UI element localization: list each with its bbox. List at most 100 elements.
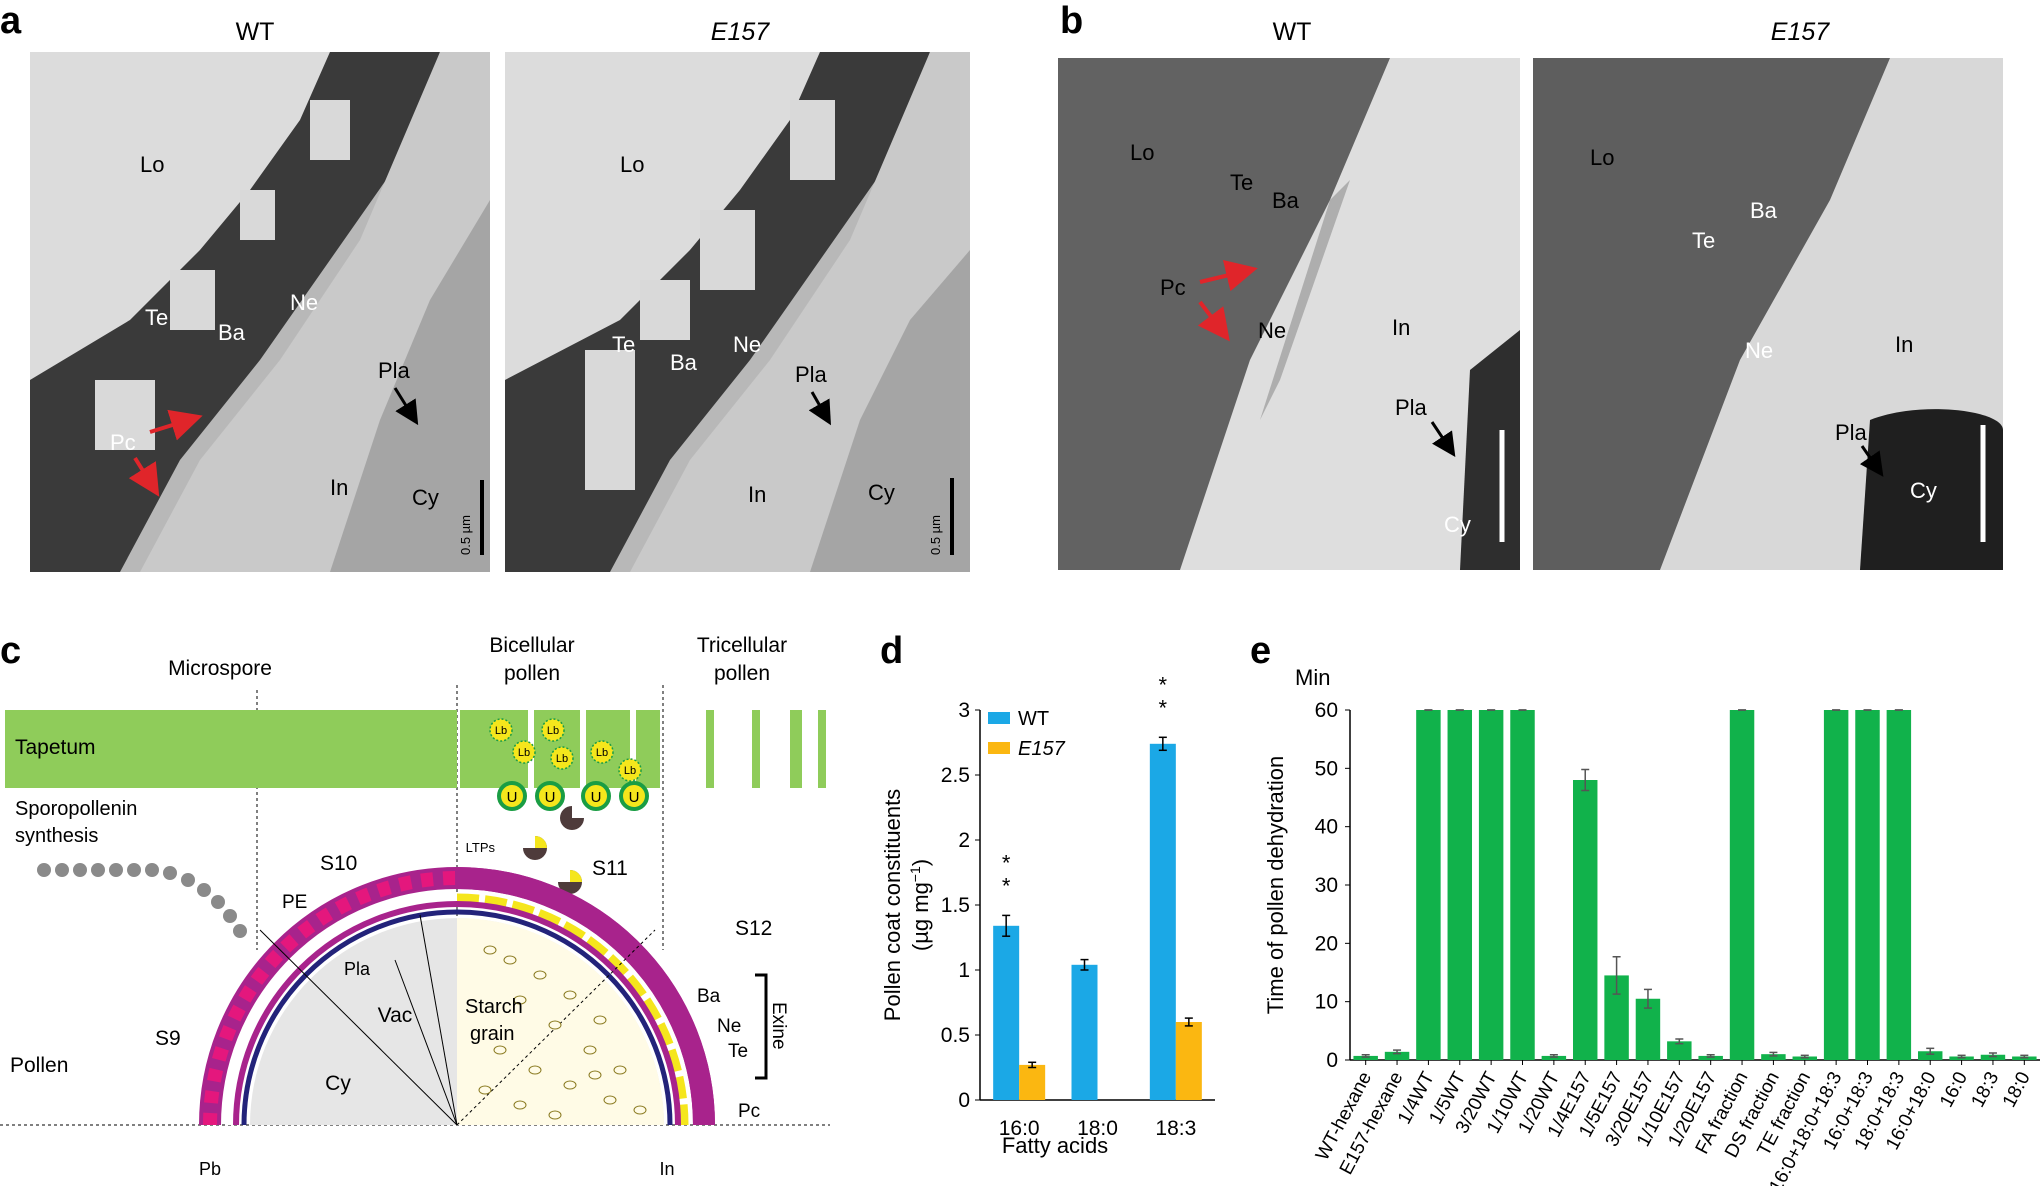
d-ylabel-2: (µg mg−1) xyxy=(907,859,933,951)
e-bar xyxy=(1886,710,1912,1060)
d-bar xyxy=(1175,1022,1202,1100)
d-legend-label: E157 xyxy=(1018,738,1066,760)
b-e157-ne: Ne xyxy=(1745,338,1773,363)
c-starch-grains xyxy=(478,945,647,1120)
svg-text:Lb: Lb xyxy=(596,747,608,759)
panel-a-micrographs: WT E157 Lo Te Ba Ne Pc Pla In Cy 0.5 µm xyxy=(30,18,970,572)
panel-e-chart: 0102030405060WT-hexaneE157-hexane1/4WT1/… xyxy=(1263,665,2040,1186)
a-wt-lo: Lo xyxy=(140,152,164,177)
e-bar xyxy=(1478,710,1504,1060)
d-significance: * xyxy=(1159,672,1168,697)
c-pc: Pc xyxy=(738,1101,760,1122)
e-bar xyxy=(1416,710,1441,1060)
a-wt-ba: Ba xyxy=(218,320,246,345)
c-stage-s9: S9 xyxy=(155,1027,181,1050)
e-bar xyxy=(1353,1055,1378,1060)
e-xtick-label: 18:3 xyxy=(1967,1068,2003,1111)
svg-text:Lb: Lb xyxy=(495,725,507,737)
d-bar xyxy=(1019,1064,1046,1100)
d-legend-swatch xyxy=(988,712,1010,724)
panel-label-b: b xyxy=(1060,0,1084,42)
a-wt-in: In xyxy=(330,475,348,500)
e-bar xyxy=(1667,1041,1692,1060)
a-e157-ba: Ba xyxy=(670,350,698,375)
a-wt-ne: Ne xyxy=(290,290,318,315)
b-e157-lo: Lo xyxy=(1590,145,1614,170)
e-unit-label: Min xyxy=(1295,665,1330,690)
c-ltps: LTPs xyxy=(466,840,496,855)
panel-c-diagram: Microspore Bicellular pollen Tricellular… xyxy=(0,634,830,1179)
c-tapetum-label: Tapetum xyxy=(15,736,96,759)
d-bar xyxy=(1071,964,1098,1100)
b-wt-ba: Ba xyxy=(1272,188,1300,213)
c-te: Te xyxy=(728,1041,748,1062)
a-e157-in: In xyxy=(748,482,766,507)
b-e157-pla: Pla xyxy=(1835,420,1868,445)
c-header-bicellular-2: pollen xyxy=(504,662,560,685)
b-e157-ba: Ba xyxy=(1750,198,1778,223)
panel-label-c: c xyxy=(0,630,22,672)
d-significance: * xyxy=(1159,695,1168,720)
d-legend-swatch xyxy=(988,742,1010,754)
c-pe: PE xyxy=(282,892,307,913)
d-ytick-label: 1 xyxy=(958,959,970,982)
b-wt-cy: Cy xyxy=(1444,512,1471,537)
c-pla: Pla xyxy=(344,959,371,979)
panel-a-e157-image: Lo Te Ba Ne Pla In Cy 0.5 µm xyxy=(505,52,970,572)
a-wt-pc: Pc xyxy=(110,430,136,455)
d-ytick-label: 0 xyxy=(958,1089,970,1112)
a-e157-cy: Cy xyxy=(868,480,895,505)
d-legend-label: WT xyxy=(1018,708,1049,730)
panel-b-micrographs: WT E157 Lo Te Ba Pc Ne In Pla Cy Lo Ba T… xyxy=(1058,18,2003,570)
c-starch-1: Starch xyxy=(465,996,523,1018)
c-sporopollenin-dots xyxy=(37,863,247,938)
d-ytick-label: 1.5 xyxy=(941,894,970,917)
e-ytick-label: 40 xyxy=(1315,816,1338,839)
e-ytick-label: 20 xyxy=(1315,932,1338,955)
d-xtick-label: 18:3 xyxy=(1155,1117,1196,1140)
b-wt-pla: Pla xyxy=(1395,395,1428,420)
e-bar xyxy=(1761,1054,1786,1060)
a-e157-pla: Pla xyxy=(795,362,828,387)
e-bar xyxy=(1541,1055,1567,1060)
a-wt-cy: Cy xyxy=(412,485,439,510)
a-e157-scalebar: 0.5 µm xyxy=(928,515,943,555)
d-xlabel: Fatty acids xyxy=(1002,1133,1108,1158)
e-ytick-label: 50 xyxy=(1315,757,1338,780)
a-wt-scalebar: 0.5 µm xyxy=(458,515,473,555)
b-wt-pc: Pc xyxy=(1160,275,1186,300)
e-ytick-label: 30 xyxy=(1315,874,1338,897)
panel-label-d: d xyxy=(880,630,904,672)
e-bar xyxy=(1917,1051,1943,1060)
b-wt-te: Te xyxy=(1230,170,1253,195)
panel-a-e157-title: E157 xyxy=(711,18,770,46)
e-bar xyxy=(1510,710,1535,1060)
c-stage-s12: S12 xyxy=(735,917,772,940)
svg-text:Lb: Lb xyxy=(547,725,559,737)
d-ytick-label: 3 xyxy=(958,699,970,722)
c-stage-s11: S11 xyxy=(592,857,628,880)
e-bar xyxy=(1855,710,1880,1060)
e-ytick-label: 60 xyxy=(1315,699,1338,722)
c-in: In xyxy=(659,1159,674,1179)
e-ytick-label: 10 xyxy=(1315,991,1338,1014)
panel-label-e: e xyxy=(1250,630,1272,672)
e-xtick-label: 16:0 xyxy=(1936,1068,1972,1111)
svg-text:U: U xyxy=(507,789,518,806)
b-wt-in: In xyxy=(1392,315,1410,340)
d-ytick-label: 2.5 xyxy=(941,764,970,787)
svg-text:Lb: Lb xyxy=(518,747,530,759)
svg-text:Lb: Lb xyxy=(624,765,636,777)
b-wt-ne: Ne xyxy=(1258,318,1286,343)
panel-a-wt-title: WT xyxy=(236,18,275,46)
a-wt-te: Te xyxy=(145,305,168,330)
c-vac: Vac xyxy=(378,1004,413,1027)
c-pb: Pb xyxy=(199,1159,221,1179)
c-ba: Ba xyxy=(697,986,721,1007)
svg-text:U: U xyxy=(591,789,602,806)
c-pollen-wall xyxy=(199,867,715,1126)
c-ubisch-bodies: U U U U xyxy=(497,781,649,811)
c-pollen: Pollen xyxy=(10,1054,68,1077)
a-wt-pla: Pla xyxy=(378,358,411,383)
e-ylabel: Time of pollen dehydration xyxy=(1263,756,1288,1014)
